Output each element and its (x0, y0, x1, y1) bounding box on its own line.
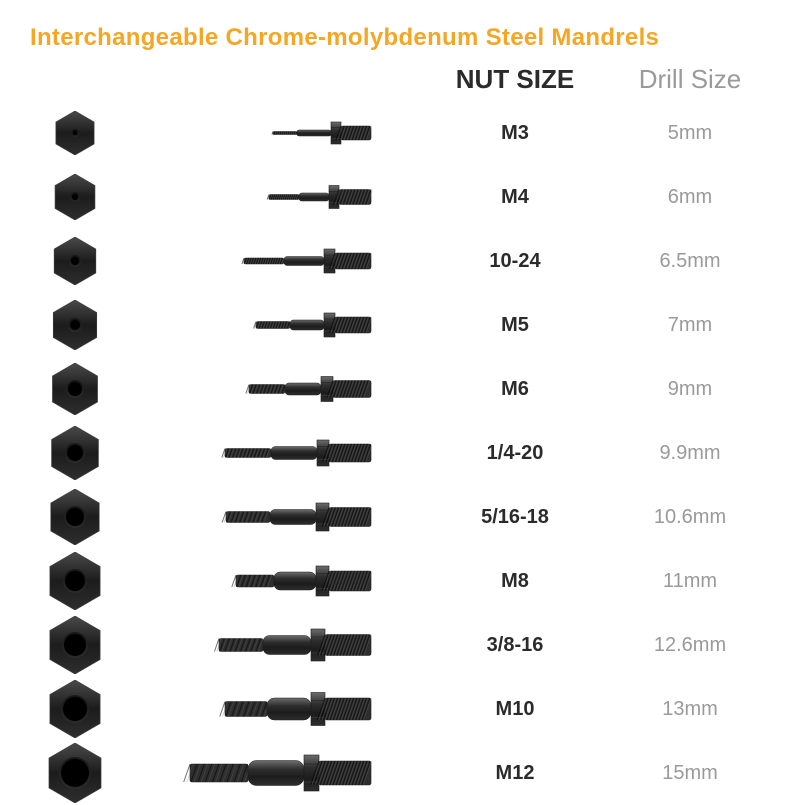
hex-nut-icon (30, 300, 120, 350)
size-row: M69mm (30, 357, 770, 421)
size-row: 3/8-1612.6mm (30, 613, 770, 677)
hex-nut-icon (30, 174, 120, 220)
drill-size-label: 11mm (610, 570, 770, 593)
header-nut-size: NUT SIZE (420, 64, 610, 95)
size-row: M57mm (30, 293, 770, 357)
page-title: Interchangeable Chrome-molybdenum Steel … (30, 24, 770, 52)
mandrel-icon (120, 305, 420, 345)
hex-nut-icon (30, 237, 120, 285)
nut-size-label: M5 (420, 314, 610, 337)
mandrel-icon (120, 369, 420, 409)
nut-size-label: 1/4-20 (420, 442, 610, 465)
mandrel-icon (120, 753, 420, 793)
hex-nut-icon (30, 552, 120, 610)
drill-size-label: 5mm (610, 122, 770, 145)
hex-nut-icon (30, 743, 120, 803)
size-row: M46mm (30, 165, 770, 229)
size-row: M35mm (30, 101, 770, 165)
drill-size-label: 15mm (610, 762, 770, 785)
nut-size-label: M4 (420, 186, 610, 209)
drill-size-label: 9mm (610, 378, 770, 401)
mandrel-icon (120, 177, 420, 217)
size-rows: M35mm (30, 101, 770, 805)
mandrel-icon (120, 561, 420, 601)
hex-nut-icon (30, 426, 120, 480)
nut-size-label: 3/8-16 (420, 634, 610, 657)
nut-size-label: M10 (420, 698, 610, 721)
hex-nut-icon (30, 111, 120, 155)
nut-size-label: M6 (420, 378, 610, 401)
drill-size-label: 13mm (610, 698, 770, 721)
mandrel-icon (120, 113, 420, 153)
size-row: M1215mm (30, 741, 770, 805)
drill-size-label: 6.5mm (610, 250, 770, 273)
mandrel-icon (120, 433, 420, 473)
size-row: M811mm (30, 549, 770, 613)
nut-size-label: M3 (420, 122, 610, 145)
hex-nut-icon (30, 489, 120, 545)
size-row: 5/16-1810.6mm (30, 485, 770, 549)
drill-size-label: 9.9mm (610, 442, 770, 465)
hex-nut-icon (30, 363, 120, 415)
hex-nut-icon (30, 680, 120, 738)
size-row: 10-246.5mm (30, 229, 770, 293)
mandrel-icon (120, 689, 420, 729)
infographic-page: Interchangeable Chrome-molybdenum Steel … (0, 0, 800, 800)
nut-size-label: M12 (420, 762, 610, 785)
mandrel-icon (120, 625, 420, 665)
nut-size-label: 10-24 (420, 250, 610, 273)
drill-size-label: 6mm (610, 186, 770, 209)
nut-size-label: M8 (420, 570, 610, 593)
hex-nut-icon (30, 616, 120, 674)
size-row: 1/4-209.9mm (30, 421, 770, 485)
mandrel-icon (120, 241, 420, 281)
column-headers: NUT SIZE Drill Size (30, 64, 770, 95)
nut-size-label: 5/16-18 (420, 506, 610, 529)
drill-size-label: 7mm (610, 314, 770, 337)
drill-size-label: 10.6mm (610, 506, 770, 529)
header-drill-size: Drill Size (610, 64, 770, 95)
mandrel-icon (120, 497, 420, 537)
drill-size-label: 12.6mm (610, 634, 770, 657)
size-row: M1013mm (30, 677, 770, 741)
